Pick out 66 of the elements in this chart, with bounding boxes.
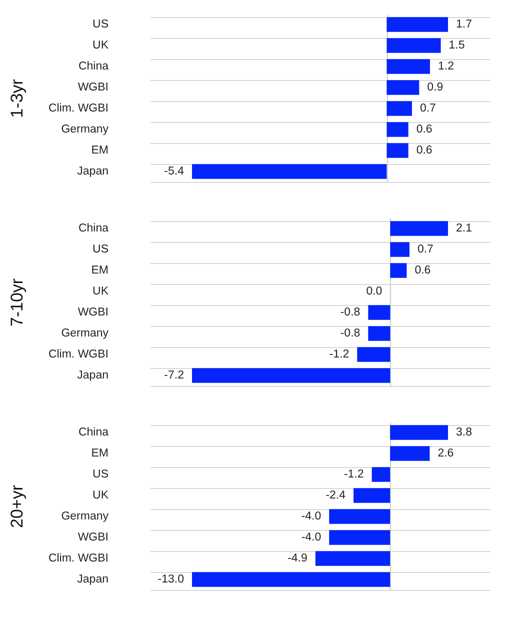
data-label: 2.1 [456,222,472,234]
bar [386,122,408,137]
bar [386,38,441,53]
y-tick-label: Japan [77,574,108,586]
data-label: 1.2 [438,60,454,72]
data-label: -0.8 [340,306,360,318]
data-label: 0.6 [416,124,432,136]
bar [357,347,390,362]
y-axis-title: 20+yr [8,484,26,528]
y-tick-label: China [78,60,110,72]
y-tick-label: EM [91,144,108,156]
y-tick-label: EM [91,448,108,460]
y-tick-label: US [92,244,109,256]
y-tick-label: Japan [77,370,108,382]
y-tick-label: Germany [61,124,109,136]
data-label: 0.0 [366,286,382,298]
bar [386,143,408,158]
y-tick-label: EM [91,264,108,276]
y-tick-label: WGBI [78,82,108,94]
data-label: 0.6 [414,264,431,276]
data-label: -4.9 [288,552,308,564]
bar [390,263,407,278]
data-label: 0.7 [420,102,436,114]
data-label: -2.4 [326,490,346,502]
y-tick-label: Germany [61,510,109,522]
data-label: 3.8 [456,426,472,438]
y-tick-label: WGBI [78,306,108,318]
y-axis-title: 7-10yr [8,278,26,327]
bar [192,164,387,179]
y-tick-label: UK [92,286,109,298]
y-tick-label: UK [92,40,109,52]
y-tick-label: UK [92,490,109,502]
data-label: -0.8 [340,328,360,340]
bar [368,326,390,341]
data-label: 0.6 [416,144,432,156]
data-label: 1.5 [448,40,465,52]
data-label: -7.2 [164,370,184,382]
y-tick-label: US [92,18,109,30]
data-label: -5.4 [164,166,185,178]
y-axis-title: 1-3yr [8,78,26,118]
y-tick-label: China [78,222,110,234]
data-label: 0.9 [427,82,444,94]
y-tick-label: Clim. WGBI [48,348,108,360]
data-label: -4.0 [301,532,322,544]
y-tick-label: Clim. WGBI [48,552,108,564]
bar [386,59,430,74]
y-tick-label: Japan [77,166,108,178]
data-label: -1.2 [329,348,350,360]
y-tick-label: China [78,426,110,438]
bar [368,305,390,320]
data-label: -1.2 [344,468,364,480]
y-tick-label: Clim. WGBI [48,102,108,114]
bar [386,17,448,32]
bar [386,101,412,116]
y-tick-label: US [92,468,109,480]
data-label: 1.7 [456,18,472,30]
data-label: 2.6 [438,448,454,460]
data-label: 0.7 [417,244,434,256]
bar [390,221,448,236]
bar [386,80,420,95]
bar [390,242,410,257]
data-label: -4.0 [301,510,322,522]
data-label: -13.0 [158,574,184,586]
y-tick-label: WGBI [78,532,108,544]
bar [192,368,390,383]
y-tick-label: Germany [61,328,109,340]
